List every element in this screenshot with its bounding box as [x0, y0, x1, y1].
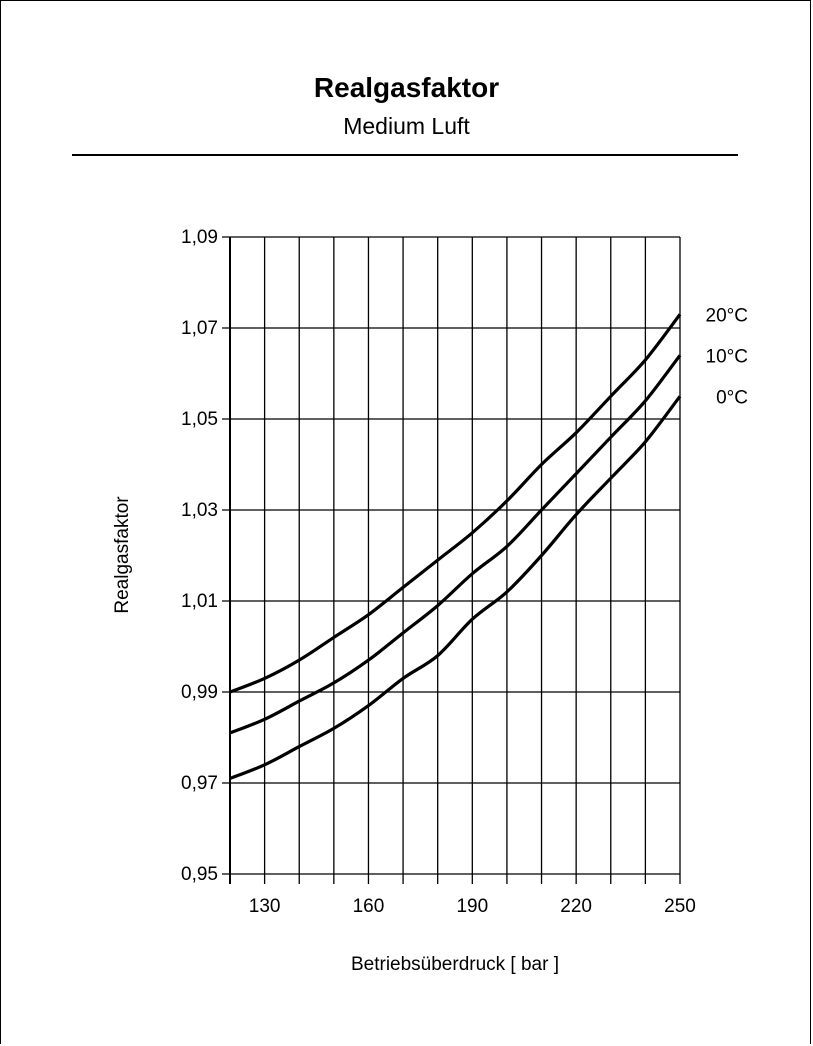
y-tick-label: 0,95 [181, 864, 218, 885]
y-tick-label: 0,99 [181, 682, 218, 703]
series-label: 0°C [716, 387, 748, 408]
y-tick-label: 1,03 [181, 500, 218, 521]
x-tick-label: 250 [664, 896, 696, 917]
y-tick-labels: 0,95 0,97 0,99 1,01 1,03 1,05 1,07 1,09 [181, 227, 218, 885]
x-tick-label: 190 [456, 896, 488, 917]
series-curves [229, 313, 682, 780]
y-axis-label: Realgasfaktor [112, 496, 133, 614]
y-tick-label: 1,01 [181, 591, 218, 612]
x-tick-label: 220 [560, 896, 592, 917]
series-label: 10°C [706, 346, 748, 367]
series-line [229, 313, 682, 694]
vertical-grid [229, 237, 681, 884]
x-tick-labels: 130 160 190 220 250 [249, 896, 696, 917]
x-axis-label: Betriebsüberdruck [ bar ] [351, 954, 559, 975]
y-tick-label: 1,09 [181, 227, 218, 248]
series-labels: 20°C 10°C 0°C [706, 305, 748, 408]
y-tick-label: 1,05 [181, 409, 218, 430]
x-tick-label: 160 [353, 896, 385, 917]
x-tick-label: 130 [249, 896, 281, 917]
chart-subtitle: Medium Luft [343, 113, 470, 139]
title-divider [72, 154, 738, 156]
series-label: 20°C [706, 305, 748, 326]
y-tick-label: 0,97 [181, 773, 218, 794]
series-line [229, 354, 682, 735]
horizontal-grid [222, 236, 680, 875]
series-line [229, 395, 682, 780]
chart-title: Realgasfaktor [313, 72, 500, 103]
y-tick-label: 1,07 [181, 318, 218, 339]
